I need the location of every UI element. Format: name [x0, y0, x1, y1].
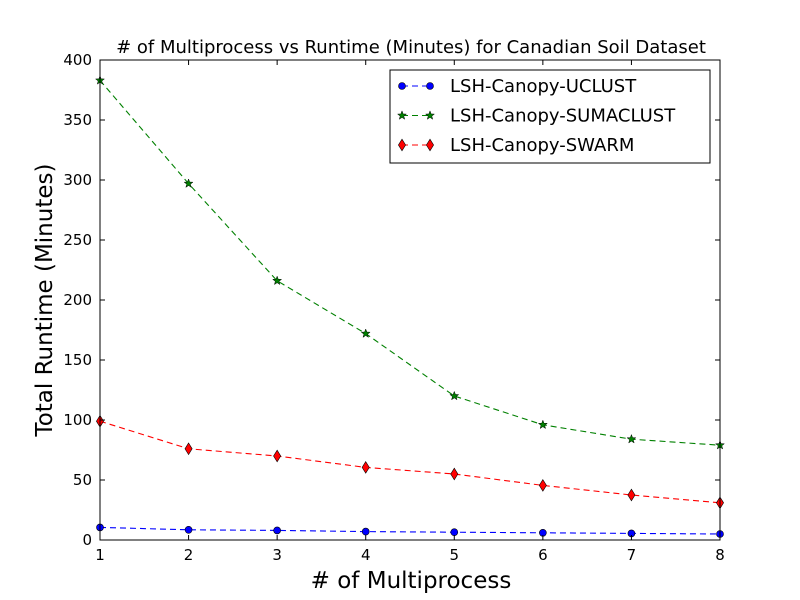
series-line — [99, 80, 721, 446]
x-tick-label: 2 — [184, 546, 194, 564]
data-point — [450, 528, 459, 537]
legend: LSH-Canopy-UCLUST LSH-Canopy-SUMACLUST LSH… — [389, 69, 711, 164]
data-point — [361, 461, 370, 474]
data-point — [183, 178, 194, 188]
plot-area: 1 2 3 4 5 6 7 8 0 50 100 150 200 250 300 350 400 LSH-Cano… — [63, 51, 726, 564]
y-tick-label: 200 — [63, 291, 92, 309]
legend-entry: LSH-Canopy-SWARM — [398, 135, 634, 156]
data-point — [361, 527, 370, 536]
y-axis-title: Total Runtime (Minutes) — [32, 164, 58, 438]
x-tick-label: 4 — [361, 546, 371, 564]
data-point — [626, 433, 637, 444]
data-point — [272, 275, 283, 286]
data-point — [627, 488, 636, 502]
legend-marker — [396, 110, 408, 120]
data-point — [360, 328, 371, 338]
data-point — [184, 442, 193, 456]
data-point — [450, 467, 459, 481]
data-point — [449, 390, 460, 401]
legend-label: LSH-Canopy-SUMACLUST — [450, 106, 676, 127]
legend-label: LSH-Canopy-SWARM — [450, 135, 634, 156]
chart-title: # of Multiprocess vs Runtime (Minutes) f… — [116, 37, 706, 58]
x-tick-label: 1 — [95, 546, 105, 564]
series-1 — [96, 523, 724, 538]
data-point — [184, 525, 193, 534]
legend-entry: LSH-Canopy-SUMACLUST — [396, 106, 676, 127]
legend-marker — [398, 82, 406, 90]
data-point — [273, 526, 281, 535]
series-line — [99, 420, 721, 504]
x-tick-label: 8 — [715, 546, 725, 564]
legend-marker — [424, 110, 436, 120]
series-line — [99, 526, 721, 535]
data-point — [538, 479, 547, 492]
x-axis: 1 2 3 4 5 6 7 8 — [95, 60, 725, 564]
x-tick-label: 7 — [627, 546, 637, 564]
y-tick-label: 100 — [63, 411, 92, 429]
y-tick-label: 300 — [63, 171, 92, 189]
y-tick-label: 150 — [63, 351, 92, 369]
y-axis: 0 50 100 150 200 250 300 350 400 — [63, 51, 720, 549]
y-tick-label: 50 — [73, 471, 92, 489]
y-tick-label: 350 — [63, 111, 92, 129]
legend-box — [389, 69, 711, 164]
data-point — [273, 449, 282, 463]
legend-label: LSH-Canopy-UCLUST — [450, 76, 637, 97]
x-axis-title: # of Multiprocess — [311, 568, 512, 594]
x-tick-label: 5 — [450, 546, 460, 564]
legend-marker — [426, 138, 434, 152]
data-point — [537, 419, 548, 430]
legend-marker — [426, 82, 434, 90]
y-tick-label: 0 — [82, 531, 92, 549]
series-3 — [96, 414, 724, 510]
x-tick-label: 6 — [538, 546, 548, 564]
legend-marker — [398, 138, 406, 152]
legend-entry: LSH-Canopy-UCLUST — [398, 76, 637, 97]
y-tick-label: 250 — [63, 231, 92, 249]
x-tick-label: 3 — [272, 546, 282, 564]
y-tick-label: 400 — [63, 51, 92, 69]
